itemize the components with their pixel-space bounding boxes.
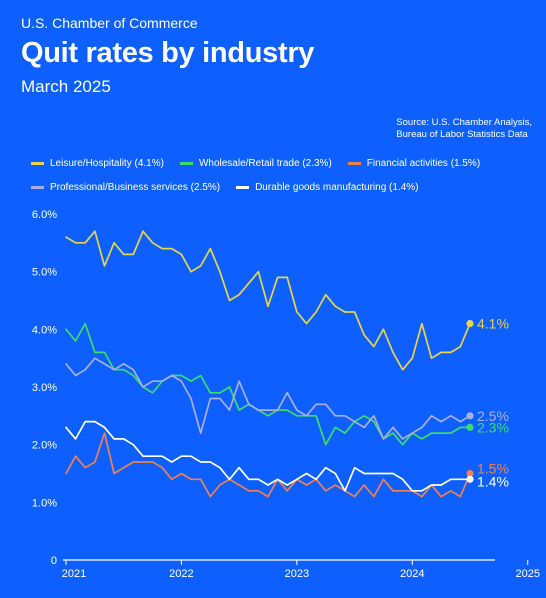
series-line-1 [65,322,471,446]
series-end-label: 2.5% [477,408,509,424]
chart-legend: Leisure/Hospitality (4.1%) Wholesale/Ret… [31,151,541,199]
series-end-label: 2.3% [477,419,509,435]
chart-title: Quit rates by industry [21,37,315,69]
legend-item-financial: Financial activities (1.5%) [347,157,481,169]
legend-item-durable: Durable goods manufacturing (1.4%) [236,181,419,193]
x-tick-label: 2023 [285,568,309,580]
legend-row-1: Leisure/Hospitality (4.1%) Wholesale/Ret… [31,151,541,175]
legend-swatch-wholesale [179,161,193,165]
x-tick-label: 2025 [515,568,539,580]
legend-swatch-financial [347,161,361,165]
y-tick-label: 1.0% [32,497,57,509]
series-line-0 [65,230,471,371]
series-end-marker [466,469,474,478]
brand-name: U.S. Chamber of Commerce [21,15,198,31]
series-line-2 [65,432,471,498]
series-end-marker [466,412,474,420]
legend-label-professional: Professional/Business services (2.5%) [50,181,221,193]
source-line-1: Source: U.S. Chamber Analysis, [396,117,532,128]
y-tick-label: 2.0% [32,440,57,452]
x-tick-label: 2022 [169,568,193,580]
source-note: Source: U.S. Chamber Analysis, Bureau of… [396,117,532,141]
series-line-4 [65,420,471,492]
legend-item-leisure: Leisure/Hospitality (4.1%) [31,158,164,169]
x-tick-label: 2024 [400,568,424,580]
legend-row-2: Professional/Business services (2.5%) Du… [31,175,541,199]
series-line-3 [65,357,471,440]
legend-item-wholesale: Wholesale/Retail trade (2.3%) [179,157,332,169]
legend-swatch-leisure [31,161,44,165]
series-end-label: 1.4% [477,473,509,489]
source-line-2: Bureau of Labor Statistics Data [396,129,528,140]
series-end-marker [466,475,474,483]
y-tick-label: 4.0% [32,324,57,336]
x-tick-label: 2021 [62,568,86,580]
legend-swatch-professional [31,185,44,189]
legend-label-leisure: Leisure/Hospitality (4.1%) [50,157,164,169]
y-tick-label: 3.0% [32,382,57,394]
y-tick-label: 6.0% [32,209,57,221]
y-tick-label: 5.0% [32,267,57,279]
legend-label-financial: Financial activities (1.5%) [366,157,481,169]
series-end-marker [466,319,474,328]
series-end-label: 4.1% [477,316,509,332]
y-tick-label: 0 [51,555,57,567]
series-end-label: 1.5% [477,461,509,477]
series-end-marker [466,423,474,431]
legend-label-durable: Durable goods manufacturing (1.4%) [255,181,419,193]
legend-label-wholesale: Wholesale/Retail trade (2.3%) [198,157,332,169]
legend-item-professional: Professional/Business services (2.5%) [31,182,220,193]
chart-subtitle: March 2025 [21,77,111,96]
legend-swatch-durable [236,185,250,189]
